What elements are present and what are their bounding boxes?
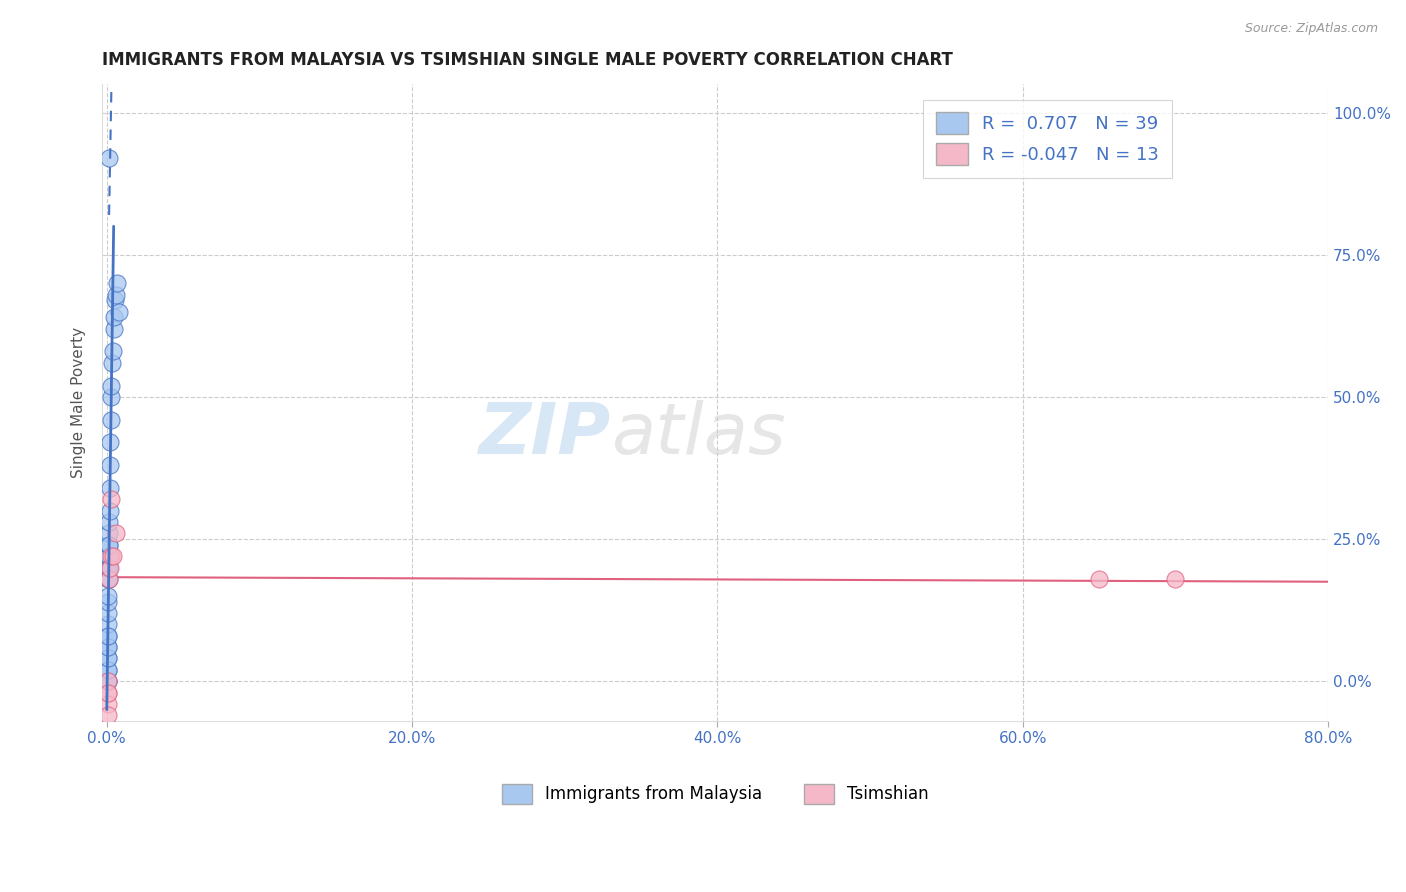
- Y-axis label: Single Male Poverty: Single Male Poverty: [72, 327, 86, 478]
- Point: [97, 589, 120, 603]
- Point: [97, 572, 120, 586]
- Point: [97, 651, 120, 665]
- Point: [97, 560, 120, 574]
- Point: [98, 515, 121, 529]
- Point: [1088, 572, 1111, 586]
- Point: [98, 481, 121, 495]
- Point: [97, 685, 120, 699]
- Point: [101, 549, 124, 563]
- Point: [104, 287, 127, 301]
- Point: [97, 663, 120, 677]
- Point: [101, 356, 124, 370]
- Point: [100, 549, 122, 563]
- Point: [98, 151, 121, 165]
- Text: IMMIGRANTS FROM MALAYSIA VS TSIMSHIAN SINGLE MALE POVERTY CORRELATION CHART: IMMIGRANTS FROM MALAYSIA VS TSIMSHIAN SI…: [103, 51, 953, 69]
- Text: Source: ZipAtlas.com: Source: ZipAtlas.com: [1244, 22, 1378, 36]
- Point: [97, 560, 120, 574]
- Point: [97, 629, 120, 643]
- Point: [97, 606, 120, 620]
- Point: [97, 526, 120, 541]
- Point: [97, 674, 120, 689]
- Point: [97, 538, 120, 552]
- Point: [97, 674, 120, 689]
- Point: [100, 492, 122, 507]
- Point: [98, 503, 121, 517]
- Point: [98, 538, 121, 552]
- Point: [97, 549, 120, 563]
- Point: [98, 435, 121, 450]
- Point: [97, 572, 120, 586]
- Text: atlas: atlas: [612, 400, 786, 469]
- Point: [97, 697, 120, 711]
- Point: [97, 640, 120, 654]
- Point: [104, 293, 127, 308]
- Point: [100, 390, 122, 404]
- Point: [98, 560, 121, 574]
- Point: [101, 344, 124, 359]
- Point: [108, 304, 131, 318]
- Point: [104, 526, 127, 541]
- Point: [100, 412, 122, 426]
- Point: [97, 617, 120, 632]
- Point: [97, 651, 120, 665]
- Point: [97, 594, 120, 608]
- Point: [98, 572, 121, 586]
- Point: [98, 458, 121, 472]
- Point: [103, 321, 125, 335]
- Point: [97, 663, 120, 677]
- Point: [97, 640, 120, 654]
- Point: [1164, 572, 1187, 586]
- Point: [103, 310, 125, 325]
- Legend: Immigrants from Malaysia, Tsimshian: Immigrants from Malaysia, Tsimshian: [495, 777, 935, 811]
- Point: [98, 560, 121, 574]
- Point: [100, 378, 122, 392]
- Point: [97, 629, 120, 643]
- Point: [97, 674, 120, 689]
- Text: ZIP: ZIP: [478, 400, 612, 469]
- Point: [97, 685, 120, 699]
- Point: [107, 276, 129, 290]
- Point: [97, 708, 120, 723]
